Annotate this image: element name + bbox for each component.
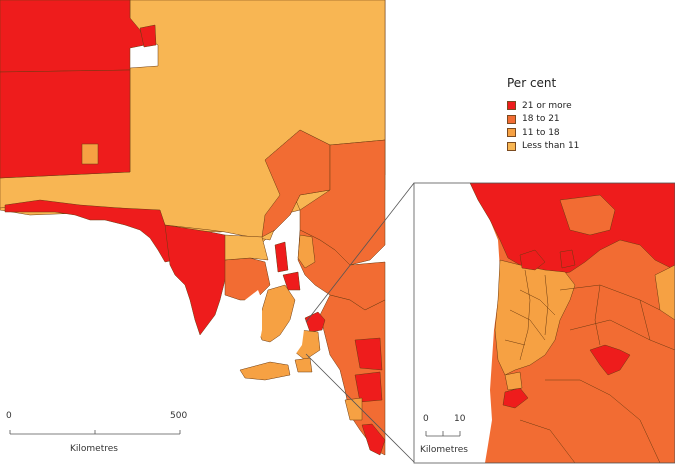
main-scale-unit: Kilometres	[70, 444, 118, 454]
region-nw-b	[0, 69, 131, 179]
legend-label: 11 to 18	[522, 127, 560, 138]
region-nw-a	[0, 0, 146, 73]
main-map	[0, 0, 386, 456]
inset-ne-orange	[559, 194, 616, 236]
legend-label: 21 or more	[522, 100, 572, 111]
zoom-line-top	[305, 182, 415, 323]
legend-title: Per cent	[507, 76, 557, 90]
inset-scale-end: 10	[454, 414, 466, 424]
region-se-a	[319, 294, 386, 456]
legend-label: Less than 11	[522, 141, 580, 152]
region-se-red-2	[354, 371, 383, 403]
legend-label: 18 to 21	[522, 114, 560, 125]
main-scale-bar	[9, 430, 181, 435]
zoom-line-bottom	[305, 353, 415, 463]
region-fleurieu	[294, 357, 313, 373]
inset-frame	[413, 182, 675, 464]
inset-south-yellow	[504, 371, 523, 391]
region-east-d	[297, 234, 316, 269]
inset-city-red	[519, 249, 546, 271]
main-scale-start: 0	[6, 411, 12, 421]
region-eyre-central	[164, 224, 231, 336]
region-eyre-mid-b	[224, 234, 269, 261]
region-eyre-mid-a	[224, 257, 271, 301]
inset-east-yellow	[654, 264, 675, 321]
region-kangaroo-island	[239, 361, 291, 381]
inset-city-red-2	[559, 249, 576, 269]
legend-swatch	[507, 101, 516, 111]
inset-hills-red	[589, 344, 631, 376]
inset-scale-bar	[425, 431, 461, 437]
inset-boundaries	[504, 269, 675, 463]
gulf-st-vincent	[285, 312, 305, 355]
region-se-red-1	[354, 337, 383, 371]
inset-sea	[414, 183, 500, 463]
region-se-yellow	[344, 397, 363, 421]
legend-item: 21 or more	[507, 99, 579, 113]
legend-swatch	[507, 114, 516, 124]
inset-city-yellow	[494, 259, 576, 376]
gulf-water	[228, 290, 305, 360]
region-east-f	[282, 271, 301, 291]
region-east-a	[261, 129, 331, 238]
legend-swatch	[507, 141, 516, 151]
zoom-lines	[305, 182, 415, 463]
region-small-patch	[81, 143, 99, 165]
region-eyre-west	[4, 199, 181, 263]
legend-item: Less than 11	[507, 140, 579, 154]
legend: Per cent 21 or more 18 to 21 11 to 18 Le…	[507, 76, 579, 153]
inset-scale-unit: Kilometres	[420, 445, 468, 455]
legend-item: 18 to 21	[507, 113, 579, 127]
region-se-red-3	[361, 423, 386, 456]
inset-map	[413, 182, 675, 464]
inset-scale-start: 0	[423, 414, 429, 424]
spencer-gulf	[228, 290, 262, 360]
region-nw-c	[139, 24, 157, 48]
legend-item: 11 to 18	[507, 126, 579, 140]
region-east-e	[274, 241, 289, 273]
main-scale-end: 500	[170, 411, 188, 421]
legend-swatch	[507, 128, 516, 138]
